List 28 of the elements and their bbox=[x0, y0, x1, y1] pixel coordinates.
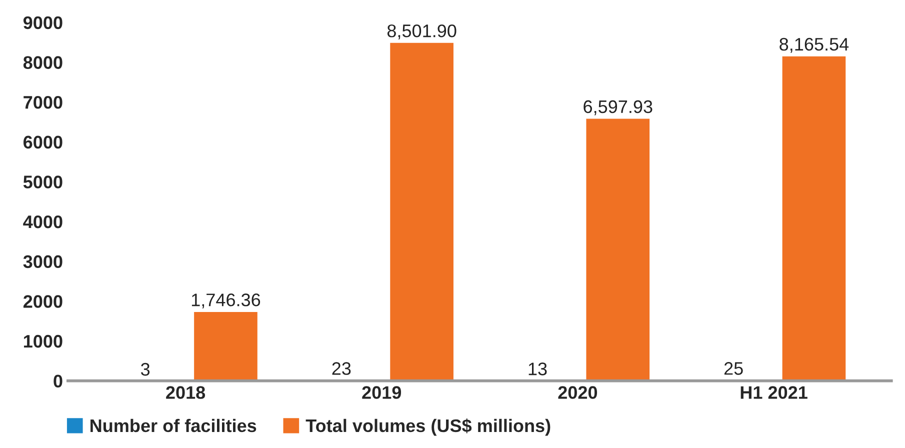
data-label: 23 bbox=[332, 362, 351, 375]
y-tick-label: 4000 bbox=[23, 215, 62, 228]
data-label: 25 bbox=[724, 362, 743, 375]
y-tick-label: 1000 bbox=[24, 334, 62, 348]
x-tick-label: 2019 bbox=[362, 386, 402, 399]
x-tick-label: 2020 bbox=[558, 386, 598, 399]
bar bbox=[192, 310, 259, 381]
x-tick-label: 2018 bbox=[166, 386, 206, 399]
data-label: 13 bbox=[528, 362, 547, 376]
y-tick-label: 8000 bbox=[23, 56, 62, 69]
legend-label: Total volumes (US$ millions) bbox=[306, 418, 550, 436]
y-tick-label: 0 bbox=[54, 374, 62, 388]
data-label: 8,165.54 bbox=[780, 38, 849, 53]
y-tick-label: 6000 bbox=[24, 136, 62, 149]
bar bbox=[780, 54, 848, 381]
legend-label: Number of facilities bbox=[90, 418, 256, 432]
data-label: 3 bbox=[140, 362, 150, 376]
data-label: 1,746.36 bbox=[192, 294, 260, 308]
bar bbox=[388, 42, 455, 381]
y-tick-label: 9000 bbox=[23, 16, 62, 30]
y-tick-label: 3000 bbox=[23, 255, 62, 268]
x-tick-label: H1 2021 bbox=[740, 386, 808, 399]
y-tick-label: 2000 bbox=[23, 295, 62, 308]
y-tick-label: 5000 bbox=[23, 176, 62, 188]
data-label: 8,501.90 bbox=[387, 24, 456, 40]
bar bbox=[584, 117, 651, 381]
y-tick-label: 7000 bbox=[24, 96, 62, 109]
data-label: 6,597.93 bbox=[584, 100, 652, 116]
